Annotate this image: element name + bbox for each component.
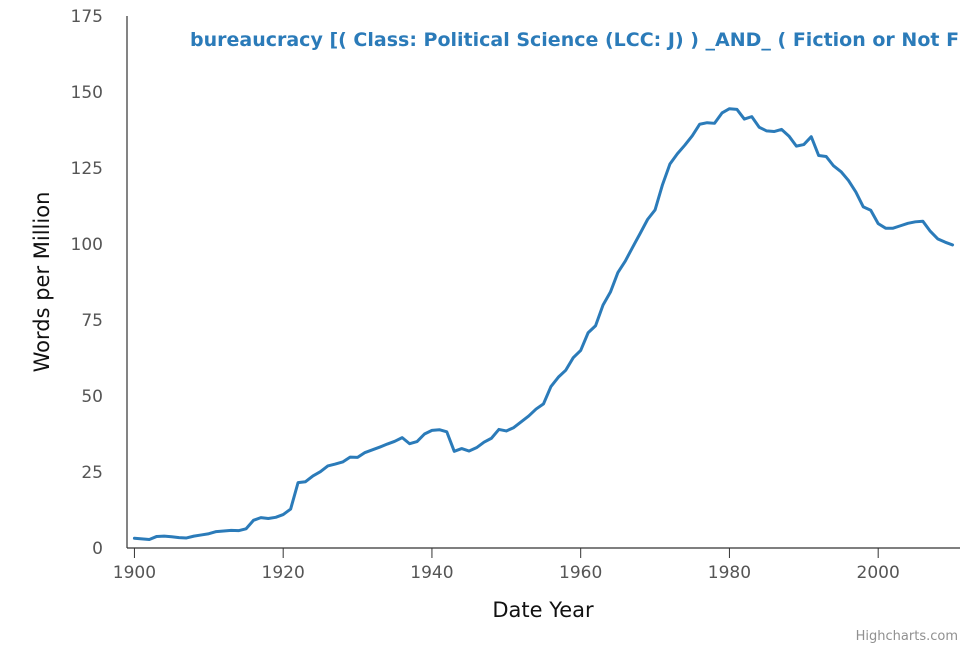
y-tick-label: 75: [81, 311, 103, 331]
series-line: [132, 107, 955, 541]
y-tick-label: 50: [81, 387, 103, 407]
x-tick-label: 1900: [113, 563, 156, 583]
chart-title: bureaucracy [( Class: Political Science …: [190, 29, 959, 51]
x-tick-label: 2000: [857, 563, 900, 583]
x-axis-title: Date Year: [492, 598, 594, 622]
y-tick-label: 0: [92, 539, 103, 559]
x-tick-label: 1920: [262, 563, 305, 583]
y-axis-title: Words per Million: [30, 192, 54, 373]
y-tick-label: 125: [71, 159, 103, 179]
y-tick-label: 100: [71, 235, 103, 255]
x-tick-label: 1940: [410, 563, 453, 583]
x-tick-label: 1960: [559, 563, 602, 583]
y-tick-label: 150: [71, 83, 103, 103]
y-axis-ticks: 0 25 50 75 100 125 150 175: [71, 7, 103, 559]
y-tick-label: 175: [71, 7, 103, 27]
credits-link[interactable]: Highcharts.com: [856, 629, 958, 644]
x-axis-ticks: 1900 1920 1940 1960 1980 2000: [113, 548, 900, 583]
y-tick-label: 25: [81, 463, 103, 483]
x-tick-label: 1980: [708, 563, 751, 583]
